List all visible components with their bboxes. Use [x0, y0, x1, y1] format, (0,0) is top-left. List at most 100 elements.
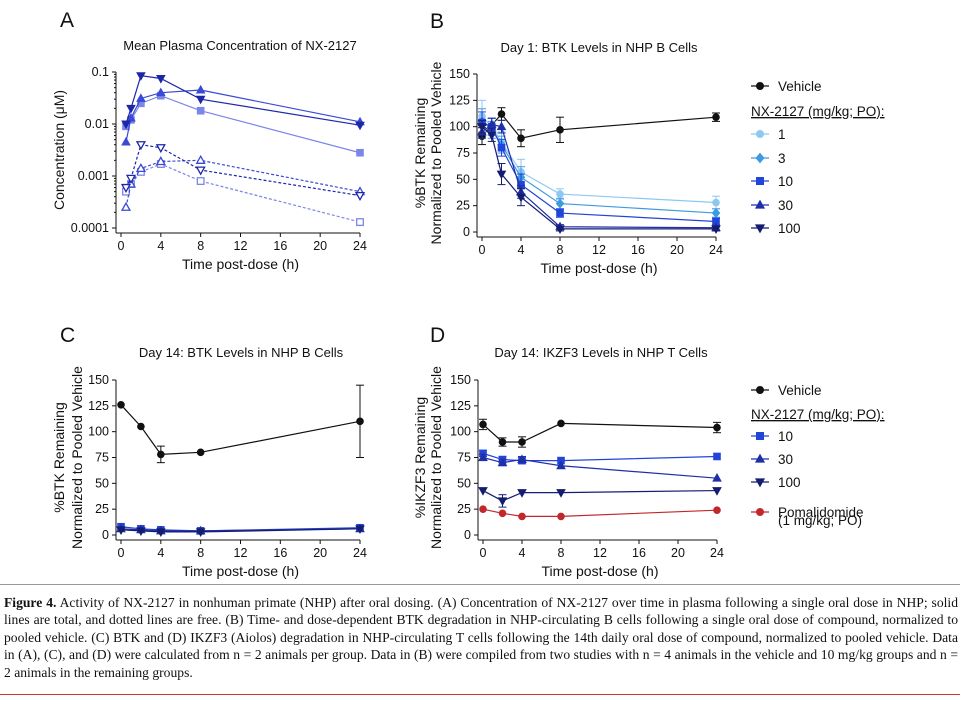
legend-marker [756, 82, 764, 90]
caption-bottom-rule [0, 694, 960, 695]
x-tick-label: 12 [592, 243, 606, 257]
data-point [195, 166, 206, 176]
data-point [117, 401, 125, 409]
panel-d: D Day 14: IKZF3 Levels in NHP T Cells 0 4 8 1… [412, 324, 724, 579]
y-axis-label-line1: %BTK Remaining [412, 98, 428, 209]
series-line [482, 489, 718, 502]
y-axis-label-line1: %IKZF3 Remaining [412, 397, 428, 518]
x-tick-label: 0 [480, 546, 487, 560]
panel-title: Mean Plasma Concentration of NX-2127 [123, 38, 356, 53]
data-point [556, 126, 564, 134]
legend-label: 100 [778, 221, 801, 236]
y-tick-label: 0.1 [92, 65, 109, 79]
data-point [196, 177, 205, 185]
y-tick-label: 150 [449, 67, 470, 81]
series-30-free [120, 154, 366, 211]
y-tick-label: 100 [88, 425, 109, 439]
caption-rule [0, 584, 960, 585]
legend-label: Vehicle [778, 79, 822, 94]
series-line [482, 456, 718, 479]
x-tick-label: 24 [353, 239, 367, 253]
x-tick-label: 8 [197, 546, 204, 560]
y-axis-label-line2: Normalized to Pooled Vehicle [428, 366, 444, 549]
x-tick-label: 16 [632, 546, 646, 560]
data-point [135, 162, 146, 173]
data-point [155, 144, 166, 154]
y-tick-label: 75 [95, 451, 109, 465]
data-point [712, 487, 722, 496]
panel-letter: A [60, 9, 74, 32]
data-point [517, 134, 525, 143]
series-1 [478, 99, 720, 210]
y-tick-label: 50 [456, 172, 470, 186]
data-point [555, 225, 565, 234]
x-axis-label: Time post-dose (h) [182, 256, 299, 272]
legend-dose-100: 100 [751, 221, 801, 236]
legend-label: 100 [778, 475, 801, 490]
panel-c: C Day 14: BTK Levels in NHP B Cells 0 4 8 12 1… [51, 324, 367, 579]
data-point [556, 489, 566, 498]
data-point [497, 497, 508, 507]
y-tick-label: 100 [450, 425, 471, 439]
panel-title: Day 14: BTK Levels in NHP B Cells [139, 345, 344, 360]
data-point [116, 526, 126, 535]
panel-b: B Day 1: BTK Levels in NHP B Cells 0 4 8 12 16… [412, 10, 723, 276]
legend-top: Vehicle NX-2127 (mg/kg; PO): 1 3 10 30 100 [751, 79, 885, 236]
legend-marker [754, 478, 766, 488]
data-point [712, 198, 720, 207]
legend-pomalidomide-dose: (1 mg/kg; PO) [778, 513, 862, 528]
series-100 [477, 119, 721, 234]
data-point [557, 419, 565, 428]
y-tick-label: 25 [95, 502, 109, 516]
legend-dose-100: 100 [751, 475, 801, 490]
legend-marker [756, 130, 764, 138]
legend-label: 30 [778, 452, 793, 467]
legend-marker [756, 508, 764, 516]
data-point [486, 131, 497, 141]
data-point [479, 505, 487, 513]
series-line [481, 113, 717, 139]
y-tick-label: 50 [95, 476, 109, 490]
x-tick-label: 16 [273, 239, 287, 253]
legend-vehicle: Vehicle [751, 383, 822, 398]
legend-marker [755, 152, 765, 164]
data-point [497, 457, 508, 467]
series-100 [478, 487, 722, 508]
data-point [712, 113, 720, 121]
x-tick-label: 24 [353, 546, 367, 560]
series-line [125, 163, 361, 223]
series-line [125, 144, 361, 197]
y-axis-label: Concentration (μM) [51, 90, 67, 210]
data-point [518, 438, 526, 446]
panel-title: Day 14: IKZF3 Levels in NHP T Cells [494, 345, 708, 360]
y-tick-label: 125 [88, 399, 109, 413]
series-pomalidomide [479, 505, 721, 521]
x-tick-label: 16 [631, 243, 645, 257]
legend-marker [756, 177, 764, 185]
data-point [195, 154, 206, 164]
data-point [713, 452, 721, 461]
legend-label: 10 [778, 429, 793, 444]
series-vehicle [478, 107, 720, 148]
x-tick-label: 8 [558, 546, 565, 560]
data-point [712, 473, 722, 482]
data-point [120, 201, 132, 211]
data-point [479, 420, 487, 429]
data-point [156, 75, 166, 84]
x-axis-label: Time post-dose (h) [182, 563, 299, 579]
data-point [556, 460, 566, 470]
legend-dose-30: 30 [751, 198, 793, 213]
data-point [478, 487, 488, 496]
series-10-free [122, 160, 364, 227]
data-point [195, 95, 206, 105]
panel-letter: C [60, 324, 75, 347]
data-point [121, 136, 131, 146]
data-point [196, 448, 205, 457]
legend-label: Pomalidomide [778, 505, 864, 520]
legend-label: 10 [778, 174, 793, 189]
legend-label: 30 [778, 198, 793, 213]
series-line [482, 452, 718, 462]
data-point [556, 190, 564, 198]
panel-title: Day 1: BTK Levels in NHP B Cells [501, 40, 698, 55]
y-tick-label: 0.001 [78, 169, 109, 183]
